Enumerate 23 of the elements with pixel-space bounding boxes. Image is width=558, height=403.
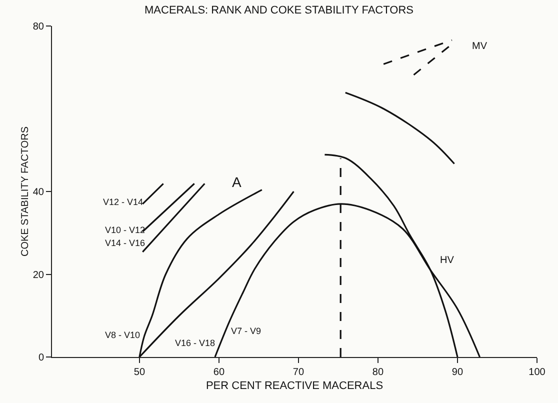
x-tick-label: 90 <box>452 367 464 378</box>
y-tick-label: 20 <box>32 270 44 281</box>
x-tick-label: 60 <box>213 367 225 378</box>
annotation: HV <box>440 255 454 266</box>
x-tick-label: 80 <box>372 367 384 378</box>
y-tick-label: 0 <box>38 352 44 364</box>
chart-title: MACERALS: RANK AND COKE STABILITY FACTORS <box>144 4 414 17</box>
annotation: V10 - V12 <box>105 225 146 235</box>
annotation: V8 - V10 <box>105 330 140 340</box>
annotation: A <box>232 174 242 190</box>
annotation: V16 - V18 <box>175 338 216 348</box>
annotation: V14 - V16 <box>105 238 146 248</box>
y-axis-title: COKE STABILITY FACTORS <box>20 126 31 257</box>
y-tick-label: 80 <box>32 22 44 32</box>
annotation: MV <box>472 41 488 52</box>
line-series <box>344 92 456 165</box>
y-tick-label: 40 <box>32 187 44 198</box>
x-tick-label: 70 <box>292 367 304 378</box>
x-tick-label: 50 <box>134 367 146 378</box>
annotation: V12 - V14 <box>103 197 144 207</box>
x-tick-label: 100 <box>528 367 546 378</box>
annotation: V7 - V9 <box>231 326 262 336</box>
x-axis-title: PER CENT REACTIVE MACERALS <box>206 380 384 392</box>
